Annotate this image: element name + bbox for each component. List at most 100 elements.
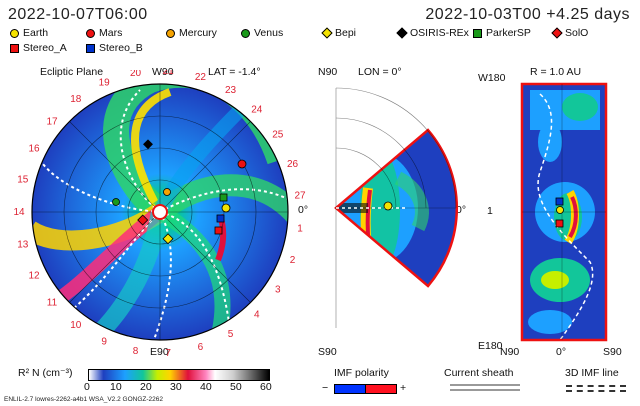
sector-number: 6	[198, 342, 204, 353]
bepi-marker	[162, 233, 174, 245]
sector-number: 18	[70, 94, 82, 105]
legend-bepi: Bepi	[321, 27, 356, 39]
legend-stereo-a: Stereo_A	[10, 42, 67, 54]
osiris-rex-marker-icon	[396, 27, 408, 39]
earth-marker	[221, 203, 231, 213]
sector-number: 27	[294, 191, 306, 202]
osiris-rex-marker	[143, 139, 153, 150]
longitude-map-plot	[520, 82, 608, 342]
sector-number: 2	[290, 255, 296, 266]
legend-mercury: Mercury	[166, 27, 217, 39]
earth-marker-icon	[10, 28, 19, 38]
panel-right-x-label-n90: N90	[500, 346, 520, 358]
panel-left-title: Ecliptic Plane	[40, 66, 104, 78]
sector-number: 9	[101, 337, 107, 348]
legend-venus: Venus	[241, 27, 283, 39]
stereo-b-marker-map	[555, 197, 564, 206]
panel-right-top-left: W180	[478, 72, 506, 84]
sector-number: 16	[28, 144, 40, 155]
imf-minus-label: −	[322, 382, 329, 394]
mars-marker-icon	[86, 28, 95, 38]
bepi-marker-icon	[321, 27, 333, 39]
panel-right-x-label-s90: S90	[603, 346, 622, 358]
panel-right-x-label-0: 0°	[556, 346, 567, 358]
colorbar-label: R² N (cm⁻³)	[18, 367, 73, 379]
object-legend: Earth Mars Mercury Venus Bepi OSIRIS-REx…	[8, 27, 638, 57]
panel-left-right-label: 0°	[298, 204, 309, 216]
legend-earth: Earth	[10, 27, 48, 39]
mercury-marker-icon	[166, 28, 175, 38]
stereo-b-marker	[216, 214, 225, 223]
colorbar-ticks: 0 10 20 30 40 50 60	[84, 381, 272, 393]
meridional-plane-plot	[334, 87, 458, 328]
legend-parkersp: ParkerSP	[473, 27, 531, 39]
legend-osiris-rex: OSIRIS-REx	[396, 27, 469, 39]
model-footer: ENLIL-2.7 lowres-2262-a4b1 WSA_V2.2 GONG…	[4, 396, 163, 403]
sector-number: 17	[46, 116, 58, 127]
panel-right-bottom-left: E180	[478, 340, 503, 352]
sector-number: 20	[130, 70, 142, 79]
parkersp-marker-icon	[473, 28, 482, 38]
panel-mid-lon-label: LON = 0°	[358, 66, 402, 78]
sector-number: 7	[165, 348, 171, 359]
panel-mid-top-left: N90	[318, 66, 338, 78]
stereo-a-marker-icon	[10, 43, 19, 53]
parkersp-marker	[219, 193, 228, 202]
sector-number: 4	[254, 310, 260, 321]
sector-number: 5	[228, 329, 234, 340]
sector-number: 19	[99, 78, 111, 89]
sector-number: 25	[272, 130, 284, 141]
simulation-time: 2022-10-07T06:00	[8, 6, 148, 23]
imf-plus-label: +	[400, 382, 407, 394]
stereo-b-marker-icon	[86, 43, 95, 53]
stereo-a-marker-map	[555, 219, 564, 228]
legend-stereo-b: Stereo_B	[86, 42, 143, 54]
sector-number: 26	[287, 159, 299, 170]
sector-number: 8	[133, 346, 139, 357]
imf-positive-swatch	[365, 384, 397, 394]
panel-right-left-mid: 1	[487, 205, 493, 217]
venus-marker	[112, 198, 120, 206]
earth-marker-map	[556, 206, 564, 214]
legend-solo: SolO	[551, 27, 588, 39]
legend-mars: Mars	[86, 27, 122, 39]
sun-icon	[152, 204, 168, 220]
sector-number: 23	[225, 85, 237, 96]
sector-number: 14	[13, 207, 25, 218]
panel-mid-bottom-left: S90	[318, 346, 337, 358]
sector-number: 21	[163, 70, 175, 77]
imf-negative-swatch	[334, 384, 366, 394]
current-sheath-line-bottom	[450, 389, 520, 391]
panel-right-radius-label: R = 1.0 AU	[530, 66, 582, 78]
mercury-marker	[163, 188, 171, 196]
panel-left-bottom-label: E90	[150, 346, 169, 358]
imf-3d-line-top	[566, 385, 626, 387]
current-sheath-label: Current sheath	[444, 367, 514, 379]
imf-polarity-label: IMF polarity	[334, 367, 389, 379]
sector-number: 22	[195, 72, 207, 83]
current-sheath-line-top	[450, 384, 520, 386]
sector-number: 13	[17, 240, 29, 251]
sector-number: 11	[47, 298, 58, 309]
sector-number: 1	[297, 223, 303, 234]
solo-marker	[137, 214, 149, 226]
imf-3d-label: 3D IMF line	[565, 367, 619, 379]
sector-number: 3	[275, 285, 281, 296]
mars-marker	[237, 159, 247, 169]
imf-3d-line-bottom	[566, 390, 626, 392]
density-colorbar	[88, 369, 270, 381]
panel-mid-right-label: 0°	[456, 204, 467, 216]
panel-left-lat-label: LAT = -1.4°	[208, 66, 261, 78]
sector-number: 10	[70, 320, 82, 331]
solo-marker-icon	[551, 27, 563, 39]
earth-marker-mid	[383, 201, 393, 211]
sector-number: 24	[251, 104, 263, 115]
panel-left-top-label: W90	[152, 66, 174, 78]
sector-number: 15	[17, 175, 29, 186]
venus-marker-icon	[241, 28, 250, 38]
sector-number: 12	[28, 270, 40, 281]
stereo-a-marker	[214, 226, 223, 235]
forecast-base-time: 2022-10-03T00 +4.25 days	[425, 6, 630, 23]
